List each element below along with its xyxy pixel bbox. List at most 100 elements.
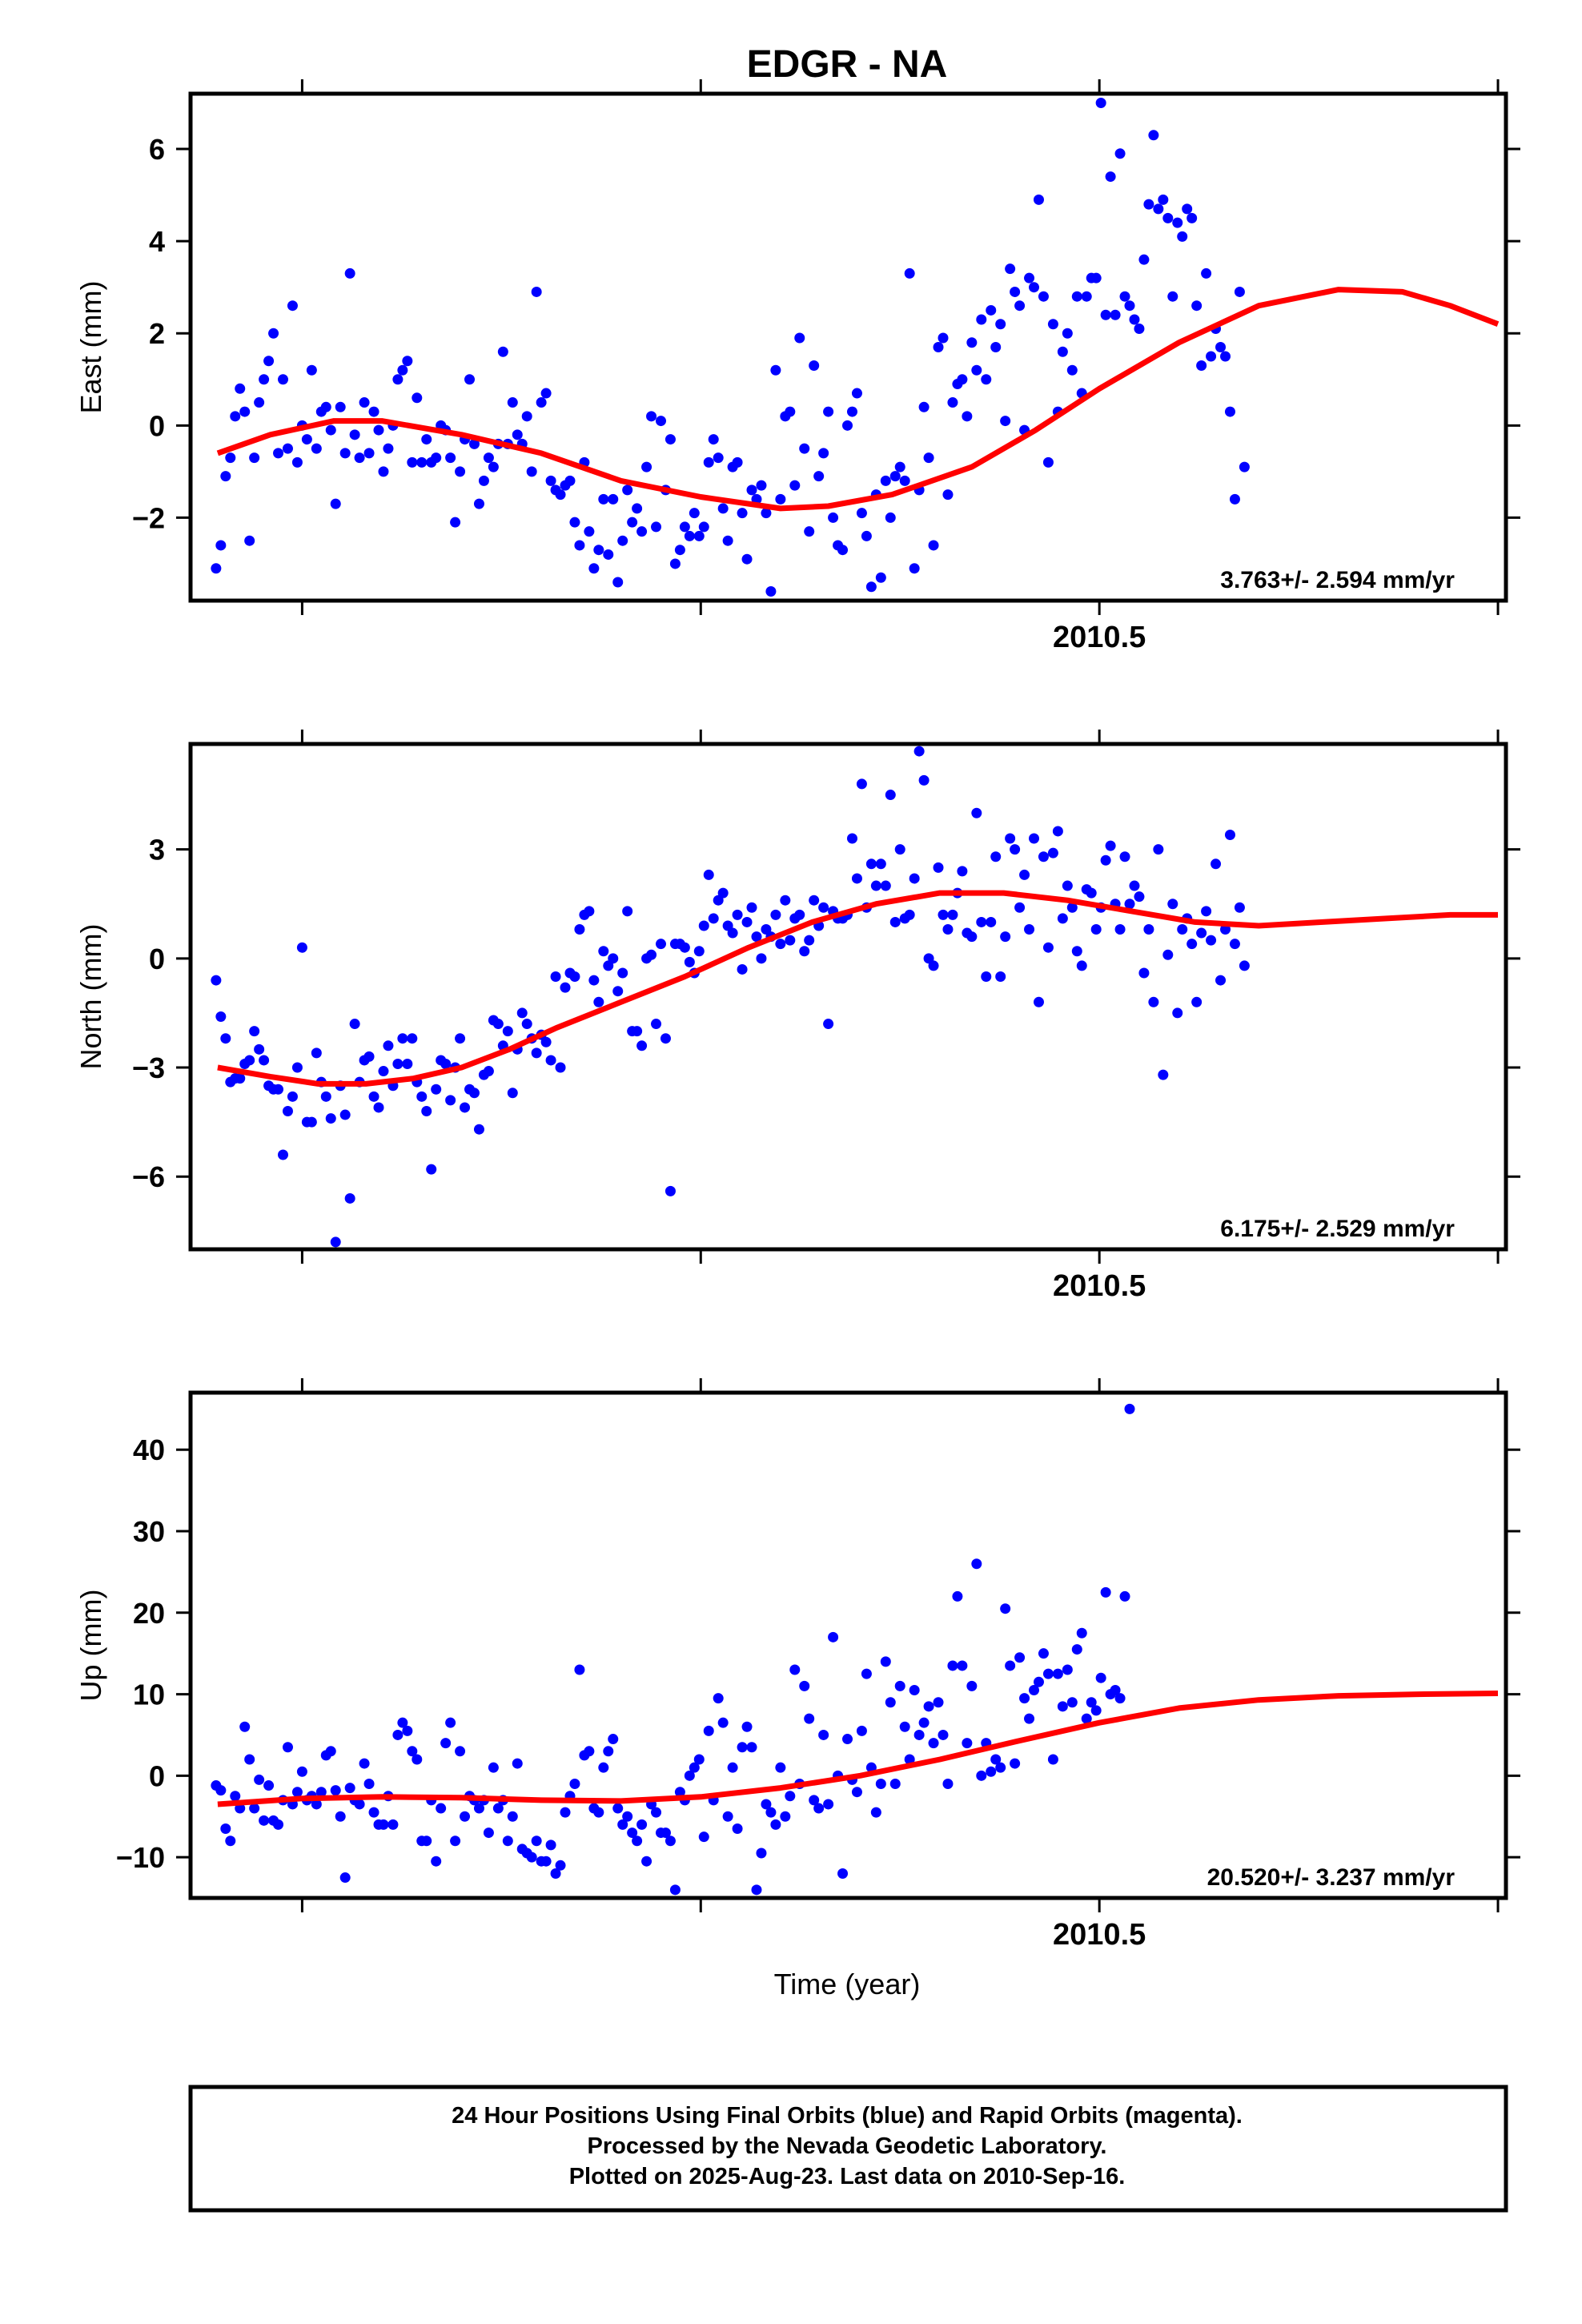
data-point-up	[785, 1791, 796, 1802]
data-point-east	[402, 356, 413, 367]
data-point-north	[492, 1019, 504, 1030]
data-point-north	[651, 1019, 662, 1030]
data-point-east	[962, 411, 973, 422]
data-point-east	[373, 424, 384, 436]
data-point-north	[1239, 960, 1250, 971]
data-point-up	[947, 1660, 958, 1671]
data-point-up	[344, 1783, 355, 1794]
data-point-up	[957, 1660, 968, 1671]
data-point-up	[230, 1791, 241, 1802]
data-point-east	[865, 581, 877, 593]
data-point-east	[741, 553, 753, 565]
data-point-north	[339, 1109, 351, 1120]
data-point-east	[378, 466, 389, 477]
data-point-north	[1191, 996, 1203, 1007]
data-point-north	[1105, 840, 1116, 851]
data-point-north	[1215, 975, 1227, 986]
data-point-east	[421, 434, 432, 445]
data-point-east	[674, 545, 685, 556]
data-point-north	[913, 746, 925, 757]
data-point-up	[1033, 1676, 1044, 1687]
data-point-up	[813, 1803, 825, 1814]
data-point-east	[703, 456, 714, 468]
data-point-north	[507, 1088, 518, 1099]
rate-text-up: 20.520+/- 3.237 mm/yr	[1207, 1864, 1456, 1891]
data-point-up	[765, 1807, 777, 1818]
data-point-east	[851, 388, 862, 399]
data-point-east	[861, 530, 872, 541]
data-point-north	[1172, 1007, 1183, 1019]
x-tick-label-up: 2010.5	[1053, 1918, 1146, 1952]
data-point-up	[315, 1787, 327, 1798]
y-tick-label-east: 6	[149, 133, 165, 166]
data-point-east	[531, 286, 542, 297]
data-point-up	[899, 1721, 910, 1732]
data-point-up	[976, 1770, 987, 1781]
data-point-north	[1047, 847, 1058, 858]
data-point-east	[1206, 351, 1217, 362]
y-tick-label-up: 30	[133, 1515, 165, 1548]
data-point-east	[761, 508, 772, 519]
data-point-up	[1052, 1668, 1063, 1679]
data-point-north	[1042, 942, 1054, 953]
data-point-north	[545, 1055, 556, 1066]
data-layer-up	[211, 1403, 1499, 1896]
data-point-north	[473, 1124, 484, 1135]
data-point-east	[383, 443, 394, 454]
data-point-up	[569, 1779, 580, 1790]
data-point-up	[291, 1787, 303, 1798]
data-point-east	[1138, 254, 1150, 265]
data-point-east	[722, 535, 733, 546]
data-point-up	[540, 1856, 552, 1867]
data-point-up	[1119, 1590, 1130, 1602]
data-point-north	[1114, 924, 1126, 935]
footer-line-1: 24 Hour Positions Using Final Orbits (bl…	[452, 2103, 1243, 2129]
data-point-east	[928, 540, 939, 551]
data-point-up	[669, 1884, 681, 1896]
data-point-east	[818, 448, 829, 459]
data-point-north	[516, 1007, 528, 1019]
data-point-east	[713, 452, 724, 464]
data-point-up	[636, 1819, 648, 1830]
data-point-north	[809, 895, 820, 906]
data-point-up	[492, 1803, 504, 1814]
data-point-up	[722, 1811, 733, 1822]
data-point-north	[1005, 833, 1016, 844]
data-point-up	[741, 1721, 753, 1732]
data-point-up	[632, 1835, 643, 1847]
data-point-north	[799, 946, 810, 957]
data-point-up	[574, 1664, 585, 1675]
data-point-north	[363, 1051, 375, 1062]
data-point-up	[851, 1787, 862, 1798]
data-point-east	[856, 508, 867, 519]
data-point-east	[1158, 194, 1169, 205]
data-point-north	[1024, 924, 1035, 935]
data-point-east	[263, 356, 275, 367]
data-point-north	[894, 844, 905, 855]
data-point-north	[708, 913, 719, 924]
data-point-east	[789, 480, 801, 491]
data-point-north	[320, 1091, 331, 1102]
data-point-east	[473, 498, 484, 509]
data-point-east	[507, 397, 518, 408]
data-point-up	[1100, 1586, 1111, 1598]
data-point-east	[1110, 309, 1121, 320]
data-point-north	[560, 982, 571, 993]
data-point-up	[875, 1779, 886, 1790]
data-point-north	[804, 935, 815, 946]
data-point-east	[981, 374, 992, 385]
data-point-east	[540, 388, 552, 399]
data-point-east	[349, 429, 360, 440]
data-point-up	[431, 1856, 442, 1867]
frame-up	[188, 1390, 1508, 1900]
data-point-north	[402, 1058, 413, 1069]
data-point-north	[531, 1047, 542, 1059]
data-point-east	[282, 443, 293, 454]
data-point-up	[689, 1762, 700, 1773]
data-point-up	[861, 1668, 872, 1679]
data-point-up	[1114, 1693, 1126, 1704]
data-point-north	[383, 1040, 394, 1051]
data-point-north	[588, 975, 600, 986]
data-point-up	[325, 1746, 336, 1757]
data-point-east	[584, 526, 595, 537]
